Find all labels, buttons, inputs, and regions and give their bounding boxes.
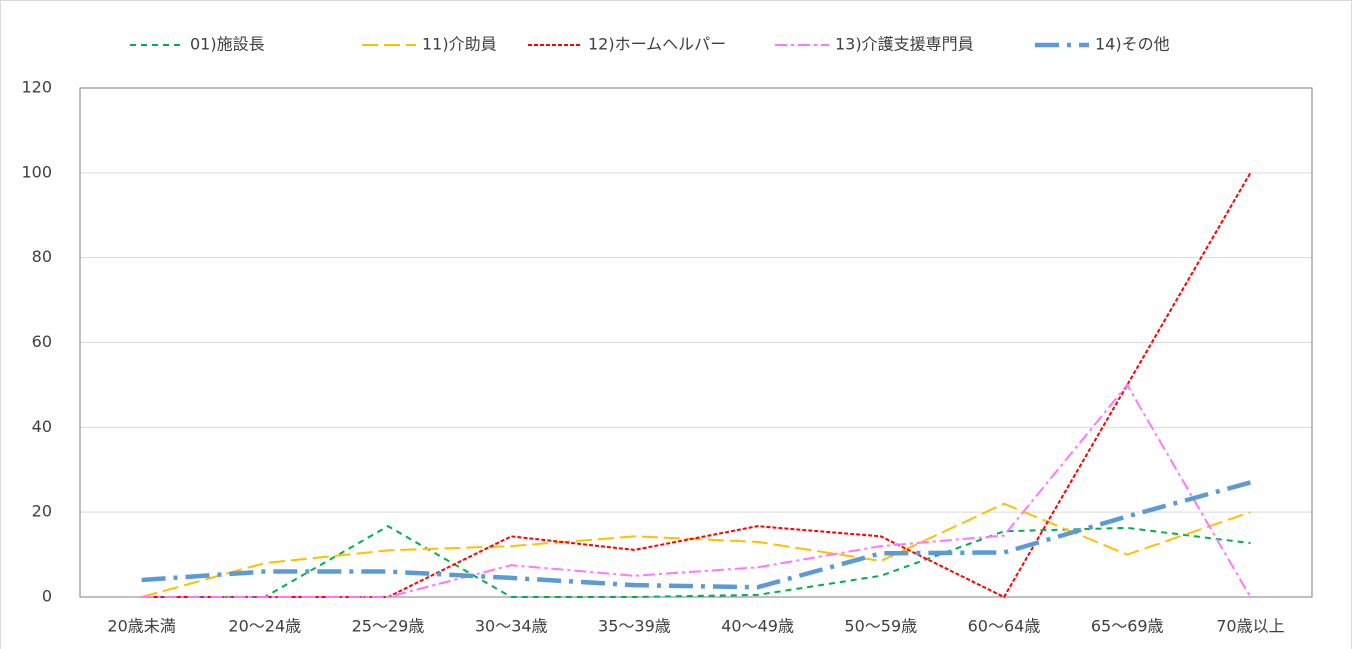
x-tick-label: 20歳未満 [107, 617, 175, 636]
y-tick-label: 60 [32, 332, 52, 351]
y-tick-label: 20 [32, 502, 52, 521]
y-tick-label: 40 [32, 417, 52, 436]
y-tick-label: 0 [42, 587, 52, 606]
y-tick-label: 120 [21, 78, 52, 97]
y-tick-label: 100 [21, 162, 52, 181]
x-tick-label: 50〜59歳 [844, 617, 917, 636]
legend-label: 13)介護支援専門員 [835, 35, 974, 54]
legend-label: 14)その他 [1095, 35, 1170, 54]
x-tick-label: 60〜64歳 [968, 617, 1041, 636]
x-tick-label: 35〜39歳 [598, 617, 671, 636]
x-tick-label: 30〜34歳 [475, 617, 548, 636]
x-tick-label: 65〜69歳 [1091, 617, 1164, 636]
x-tick-label: 25〜29歳 [352, 617, 425, 636]
series-line [141, 383, 1252, 598]
x-tick-label: 40〜49歳 [721, 617, 794, 636]
plot-border [79, 87, 1313, 598]
series-line [141, 502, 1251, 598]
legend-label: 12)ホームヘルパー [588, 35, 726, 54]
y-tick-label: 80 [32, 247, 52, 266]
legend-label: 01)施設長 [190, 35, 265, 54]
series-line [141, 172, 1252, 599]
x-tick-label: 20〜24歳 [228, 617, 301, 636]
series-line [141, 480, 1251, 590]
legend-label: 11)介助員 [422, 35, 497, 54]
x-tick-label: 70歳以上 [1216, 617, 1284, 636]
